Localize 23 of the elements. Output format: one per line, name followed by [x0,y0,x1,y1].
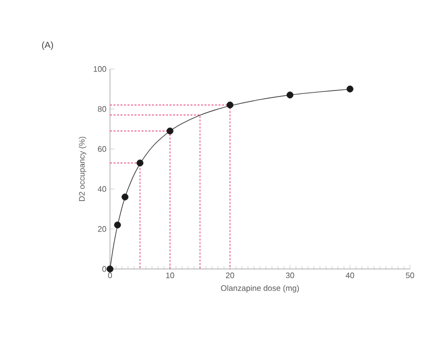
y-tick-label: 60 [98,146,106,152]
text: (A) [42,42,53,50]
y-tick-label: 20 [98,226,106,232]
y-tick-label: 0 [102,266,106,272]
point [286,92,294,98]
x-tick-label: 50 [406,272,414,278]
point [122,194,128,200]
x-tick-label: 30 [286,272,294,278]
y-axis-title: D2 occupancy (%) [78,136,86,202]
point [346,86,354,92]
x-axis-title: Olanzapine dose (mg) [221,285,299,293]
point [226,102,234,108]
point [136,160,144,166]
x-tick-label: 20 [226,272,234,278]
y-tick-label: 100 [94,66,106,72]
point [106,266,114,272]
x-tick-label: 10 [166,272,174,278]
y-tick-label: 40 [98,186,106,192]
point [166,128,174,134]
point [114,222,121,228]
y-tick-label: 80 [98,106,106,112]
x-tick-label: 0 [108,272,112,278]
x-tick-label: 40 [346,272,354,278]
